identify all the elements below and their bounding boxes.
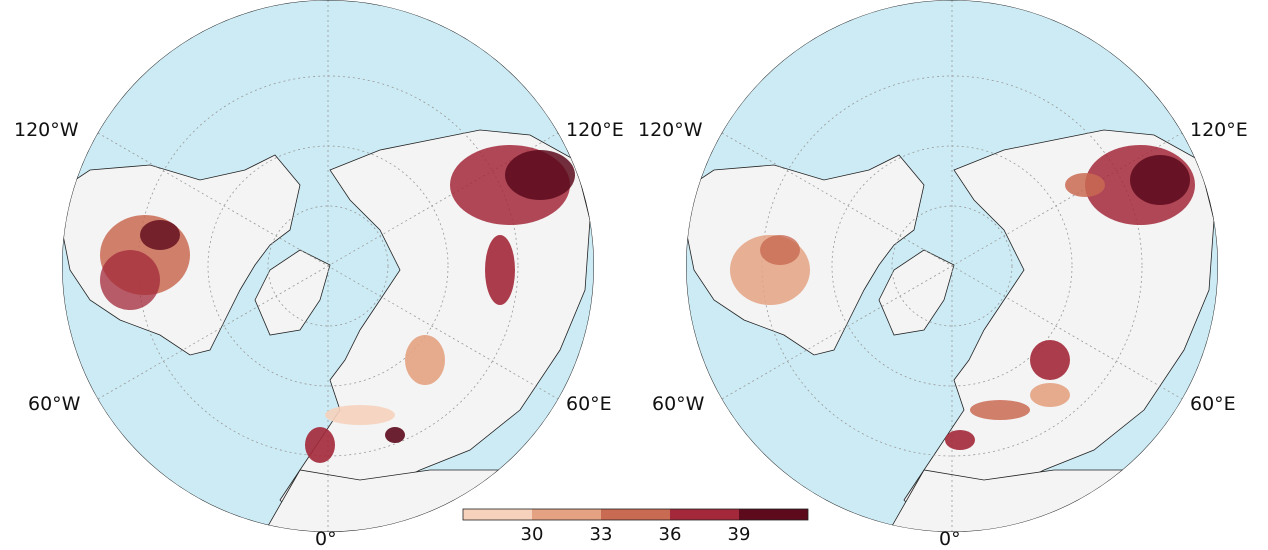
colorbar-tick-33: 33 xyxy=(589,524,613,545)
right-label-120w: 120°W xyxy=(638,119,703,141)
colorbar-segment-4 xyxy=(739,509,808,520)
right-label-120e: 120°E xyxy=(1190,119,1248,141)
right-label-60e: 60°E xyxy=(1190,393,1236,415)
colorbar-border xyxy=(462,508,809,521)
left-data-patches xyxy=(100,145,575,463)
left-polar-map xyxy=(62,0,594,532)
colorbar xyxy=(462,508,809,521)
right-data-patches xyxy=(730,145,1195,450)
left-label-120e: 120°E xyxy=(566,119,624,141)
left-label-120w: 120°W xyxy=(14,119,79,141)
colorbar-segment-2 xyxy=(601,509,670,520)
colorbar-segment-1 xyxy=(532,509,601,520)
colorbar-segment-0 xyxy=(463,509,532,520)
right-label-60w: 60°W xyxy=(652,393,705,415)
left-label-0: 0° xyxy=(315,528,337,550)
colorbar-tick-39: 39 xyxy=(727,524,751,545)
colorbar-tick-30: 30 xyxy=(520,524,544,545)
right-polar-map xyxy=(686,0,1218,532)
colorbar-tick-36: 36 xyxy=(658,524,682,545)
left-label-60e: 60°E xyxy=(566,393,612,415)
colorbar-segment-3 xyxy=(670,509,739,520)
right-label-0: 0° xyxy=(939,528,961,550)
left-label-60w: 60°W xyxy=(28,393,81,415)
